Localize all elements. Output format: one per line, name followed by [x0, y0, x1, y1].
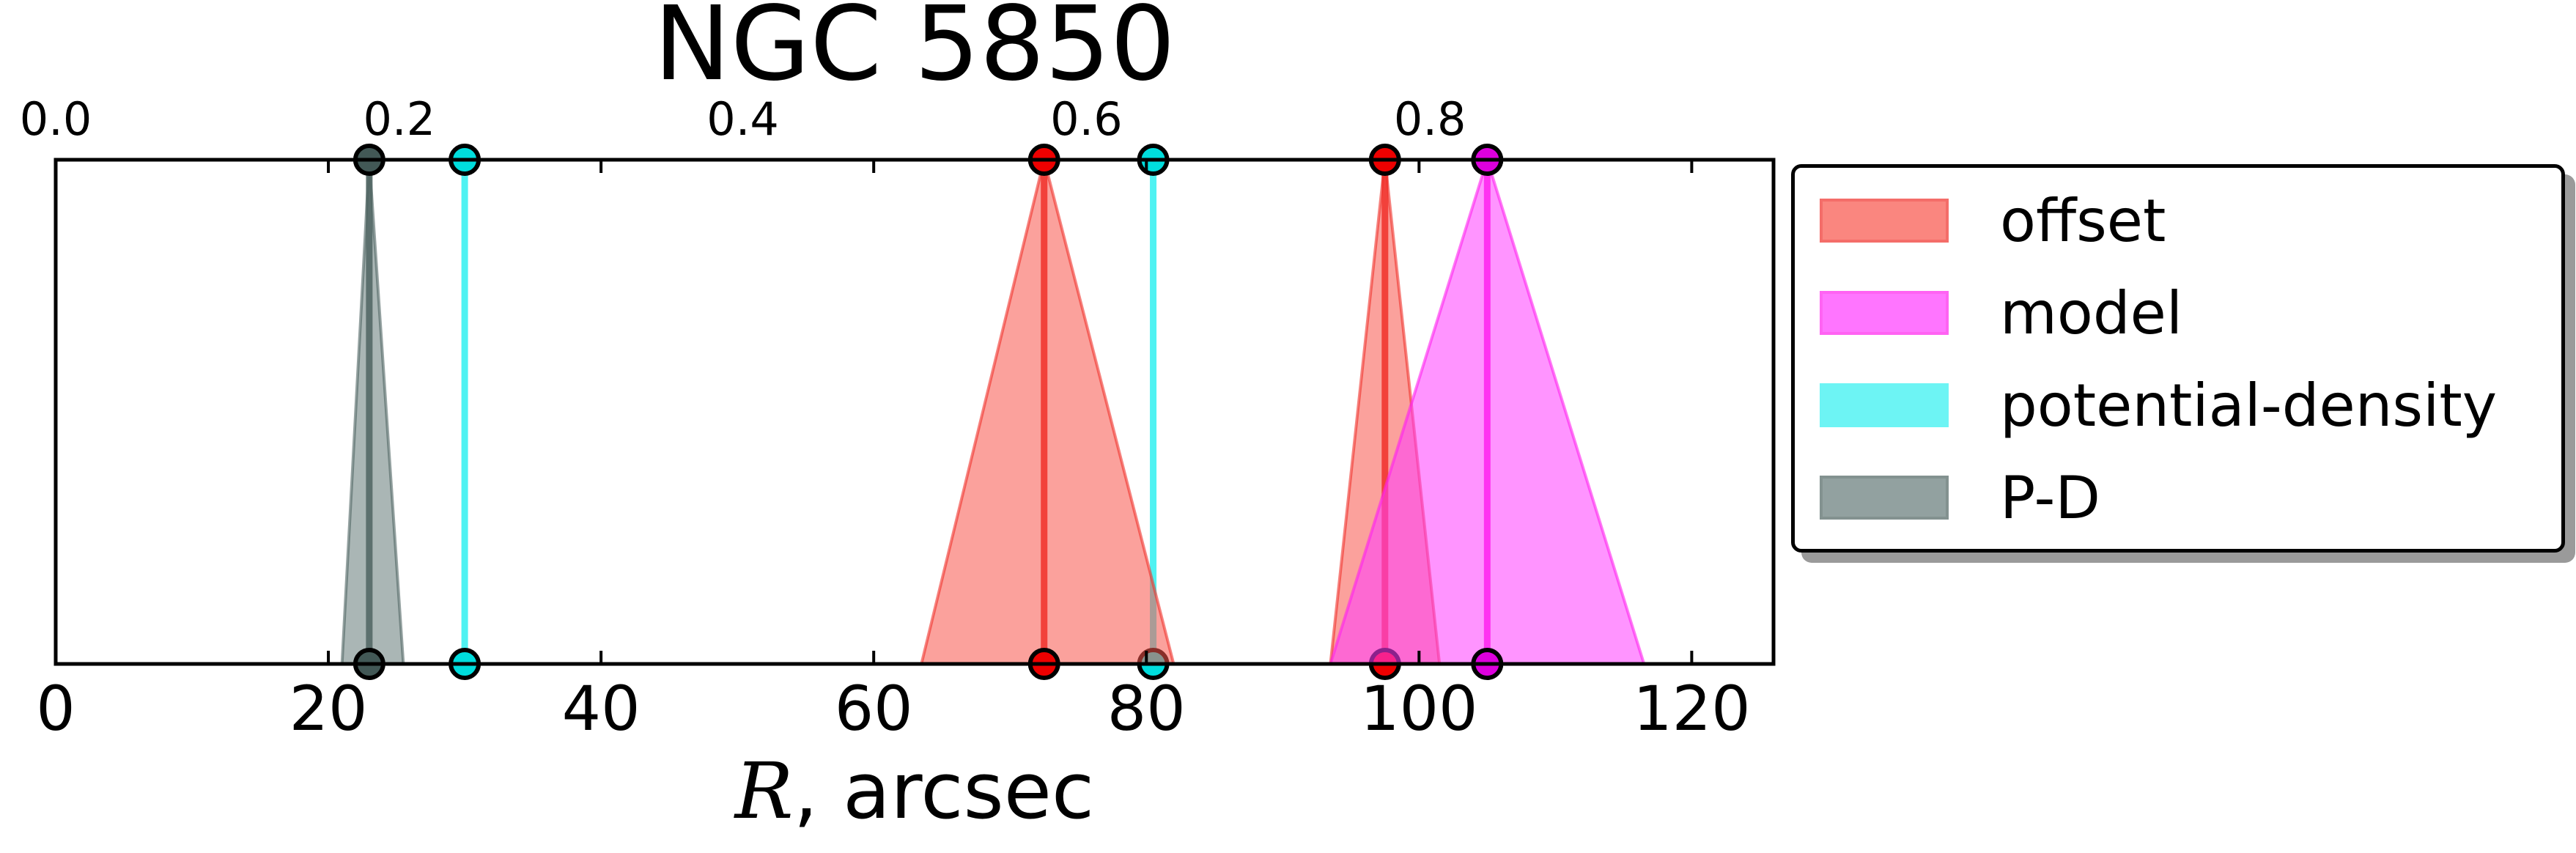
- legend: offset model potential-density P-D: [1791, 164, 2565, 553]
- legend-swatch-offset: [1820, 199, 1949, 243]
- x-tick-label: 20: [289, 673, 368, 745]
- peak-area-offset: [919, 159, 1176, 665]
- x-axis-label-variable: R: [734, 746, 794, 836]
- chart-title: NGC 5850: [654, 0, 1176, 104]
- legend-swatch-p-d: [1820, 476, 1949, 520]
- top-axis: 0.0 0.2 0.4 0.6 0.8: [20, 92, 1466, 146]
- legend-entry-potential-density: potential-density: [1795, 357, 2561, 452]
- legend-entry-p-d: P-D: [1795, 449, 2561, 544]
- plot-frame: [53, 158, 1776, 666]
- x-tick-label: 120: [1633, 673, 1750, 745]
- plot-series: [340, 144, 1646, 680]
- top-tick-label: 0.2: [363, 92, 435, 146]
- x-tick-label: 80: [1107, 673, 1186, 745]
- series-p-d: [340, 144, 405, 680]
- x-axis-label-unit: , arcsec: [794, 746, 1095, 836]
- legend-swatch-potential-density: [1820, 383, 1949, 427]
- top-tick-label: 0.6: [1050, 92, 1123, 146]
- legend-label-potential-density: potential-density: [2000, 372, 2498, 440]
- legend-label-p-d: P-D: [2000, 464, 2100, 532]
- x-tick-label: 100: [1360, 673, 1477, 745]
- peak-area-p-d: [340, 159, 405, 665]
- legend-label-model: model: [2000, 279, 2183, 347]
- top-tick-label: 0.0: [20, 92, 92, 146]
- top-tick-label: 0.4: [706, 92, 779, 146]
- x-tick-label: 0: [36, 673, 75, 745]
- legend-swatch-model: [1820, 291, 1949, 335]
- legend-label-offset: offset: [2000, 187, 2166, 255]
- x-axis: 0 20 40 60 80 100 120: [36, 160, 1751, 745]
- top-tick-label: 0.8: [1394, 92, 1466, 146]
- legend-entry-offset: offset: [1795, 172, 2561, 267]
- legend-entry-model: model: [1795, 265, 2561, 360]
- x-tick-label: 60: [835, 673, 913, 745]
- x-tick-label: 40: [562, 673, 641, 745]
- x-axis-label: R, arcsec: [734, 746, 1094, 836]
